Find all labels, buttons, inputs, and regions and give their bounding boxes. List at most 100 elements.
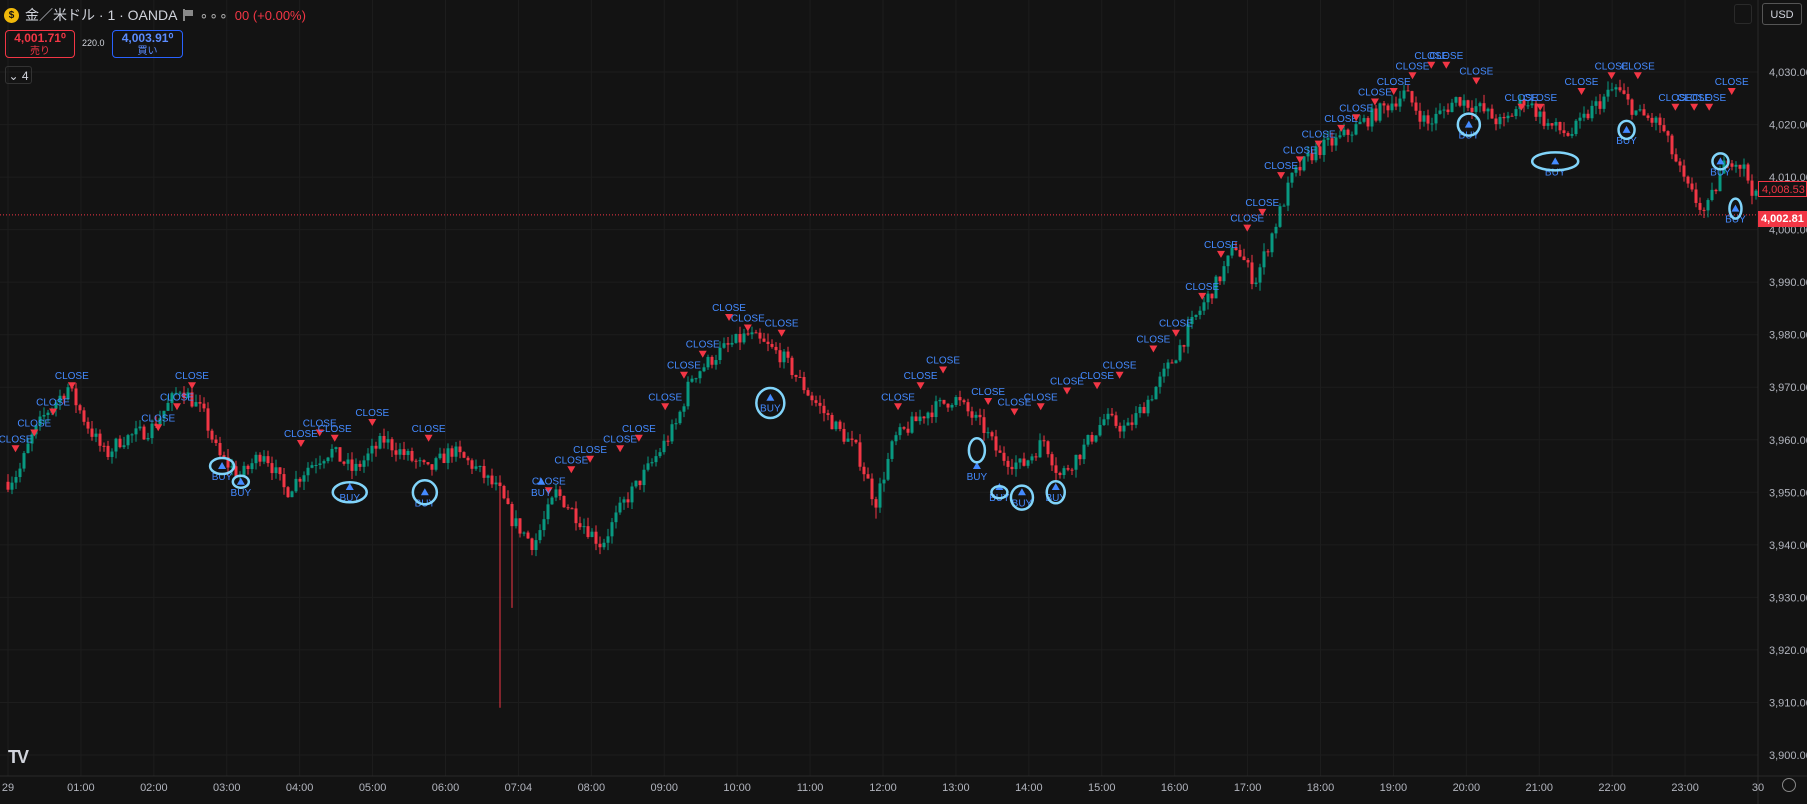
time-tick-label: 11:00 [797, 782, 824, 794]
candle-body [262, 456, 266, 462]
candle-body [958, 397, 962, 401]
time-tick-label: 23:00 [1671, 782, 1699, 794]
buy-marker-label: BUY [760, 404, 781, 415]
indicators-collapse-button[interactable]: ⌄ 4 [5, 66, 32, 84]
highlight-circle [1456, 112, 1482, 137]
candle-body [606, 536, 610, 543]
close-marker-arrow [698, 350, 707, 358]
close-marker-arrow [1536, 103, 1545, 111]
candle-body [366, 453, 370, 461]
candle-body [82, 410, 86, 422]
candles [6, 79, 1758, 708]
close-marker-arrow [1352, 114, 1361, 122]
price-tick-label: 3,940.00 [1769, 540, 1807, 552]
candle-body [634, 480, 638, 487]
close-marker-arrow [1010, 408, 1019, 416]
buy-marker-label: BUY [531, 488, 552, 499]
buy-marker-label: BUY [1616, 136, 1637, 147]
candle-body [762, 338, 766, 342]
candle-body [58, 395, 62, 403]
candle-body [1474, 106, 1478, 112]
flag-icon[interactable] [183, 9, 194, 21]
candle-body [378, 435, 382, 449]
time-tick-label: 08:00 [578, 782, 606, 794]
close-marker-label: CLOSE [160, 392, 194, 403]
candle-body [778, 350, 782, 363]
close-marker-label: CLOSE [1080, 371, 1114, 382]
close-marker-arrow [679, 371, 688, 379]
candle-body [1442, 109, 1446, 111]
candle-body [26, 443, 30, 454]
candle-body [1058, 472, 1062, 476]
candle-body [86, 421, 90, 429]
close-marker-label: CLOSE [686, 340, 720, 351]
candle-body [770, 344, 774, 347]
price-tick-label: 3,980.00 [1769, 330, 1807, 342]
candle-body [1498, 116, 1502, 125]
candle-body [466, 457, 470, 461]
close-marker-arrow [616, 445, 625, 453]
close-marker-label: CLOSE [55, 371, 89, 382]
layout-square-icon[interactable] [1734, 4, 1752, 24]
candle-body [306, 467, 310, 476]
candle-body [1026, 460, 1030, 466]
candle-body [850, 438, 854, 440]
highlight-circle [1009, 484, 1035, 511]
candle-body [354, 463, 358, 471]
close-marker-label: CLOSE [1324, 114, 1358, 125]
candle-body [178, 392, 182, 394]
tradingview-logo[interactable]: TV [8, 747, 29, 767]
time-tick-label: 29 [2, 782, 14, 794]
settings-gear-icon[interactable] [1782, 778, 1796, 792]
candle-body [1574, 120, 1578, 135]
highlight-circles [208, 112, 1743, 511]
close-marker-label: CLOSE [881, 392, 915, 403]
candle-body [706, 356, 710, 368]
candle-body [410, 450, 414, 461]
candle-body [446, 448, 450, 463]
candle-body [1290, 172, 1294, 183]
candle-body [570, 508, 574, 510]
sell-button[interactable]: 4,001.71⁰ 売り [5, 30, 75, 58]
currency-button[interactable]: USD [1762, 3, 1802, 25]
candle-body [1250, 262, 1254, 285]
buy-marker-arrow [1622, 125, 1631, 133]
candle-body [758, 332, 762, 339]
highlight-circle [990, 485, 1009, 500]
candle-body [910, 416, 914, 433]
close-marker-arrow [315, 429, 324, 437]
symbol-title[interactable]: 金／米ドル · 1 · OANDA [25, 7, 178, 23]
candle-body [78, 405, 82, 411]
candle-body [470, 460, 474, 469]
candle-body [402, 449, 406, 455]
time-tick-label: 02:00 [140, 782, 168, 794]
highlight-circle [208, 456, 236, 476]
candle-body [1602, 96, 1606, 109]
buy-button[interactable]: 4,003.91⁰ 買い [112, 30, 183, 58]
candle-body [1086, 434, 1090, 445]
candle-body [490, 475, 494, 485]
candle-body [414, 460, 418, 462]
candle-body [1682, 165, 1686, 177]
time-tick-label: 04:00 [286, 782, 314, 794]
candle-body [1022, 458, 1026, 466]
candle-body [594, 531, 598, 544]
price-label-bid: 4,002.81 [1758, 211, 1807, 227]
candle-body [1690, 183, 1694, 190]
candle-body [994, 436, 998, 451]
price-axis: 3,900.00 3,910.00 3,920.00 3,930.00 3,940.00… [1769, 67, 1807, 762]
more-icon[interactable]: ∘∘∘ [199, 6, 229, 23]
candle-body [586, 526, 590, 537]
close-marker-arrow [567, 466, 576, 474]
close-marker-arrow [1337, 124, 1346, 132]
candle-body [874, 499, 878, 508]
candle-body [1314, 146, 1318, 161]
candle-body [746, 333, 750, 335]
close-marker-arrow [1705, 103, 1714, 111]
symbol-header[interactable]: $ 金／米ドル · 1 · OANDA ∘∘∘ 00 (+0.00%) [4, 4, 306, 26]
candle-body [666, 440, 670, 442]
candle-body [1330, 138, 1334, 146]
candle-body [66, 387, 70, 399]
buy-price: 4,003.91⁰ [121, 31, 174, 45]
